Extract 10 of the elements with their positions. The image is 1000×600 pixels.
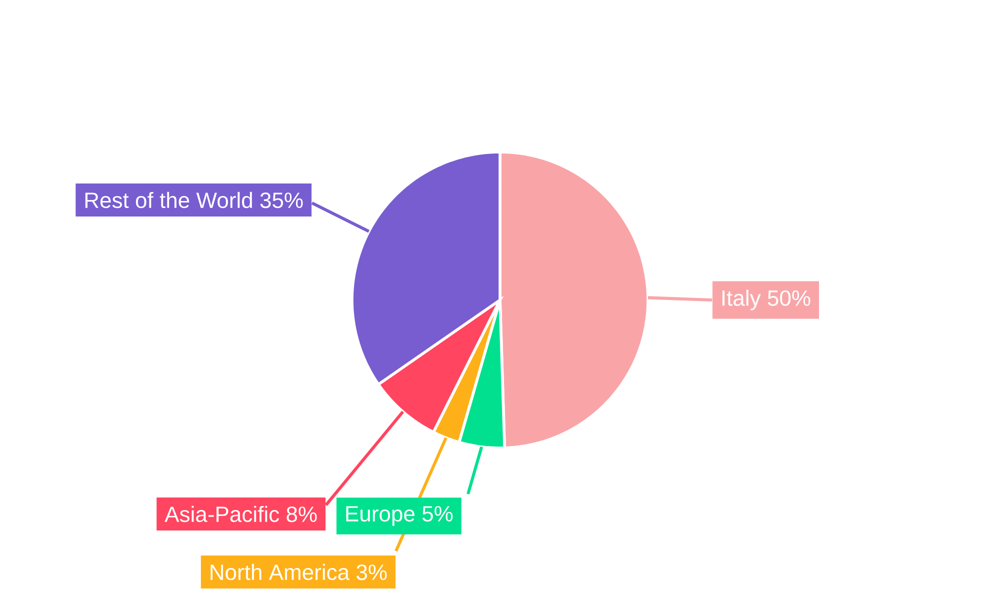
slice-label: North America <box>210 564 350 580</box>
data-label: 8% <box>286 506 317 522</box>
data-label: 35% <box>260 192 303 208</box>
slice-label: Rest of the World <box>85 192 252 208</box>
slice-label: Italy <box>722 290 761 310</box>
data-label: 5% <box>422 506 453 522</box>
data-label: 3% <box>356 564 387 580</box>
slice-label: Europe <box>346 506 414 526</box>
slice-label: Asia-Pacific <box>164 506 280 522</box>
data-label: 50% <box>768 290 810 306</box>
